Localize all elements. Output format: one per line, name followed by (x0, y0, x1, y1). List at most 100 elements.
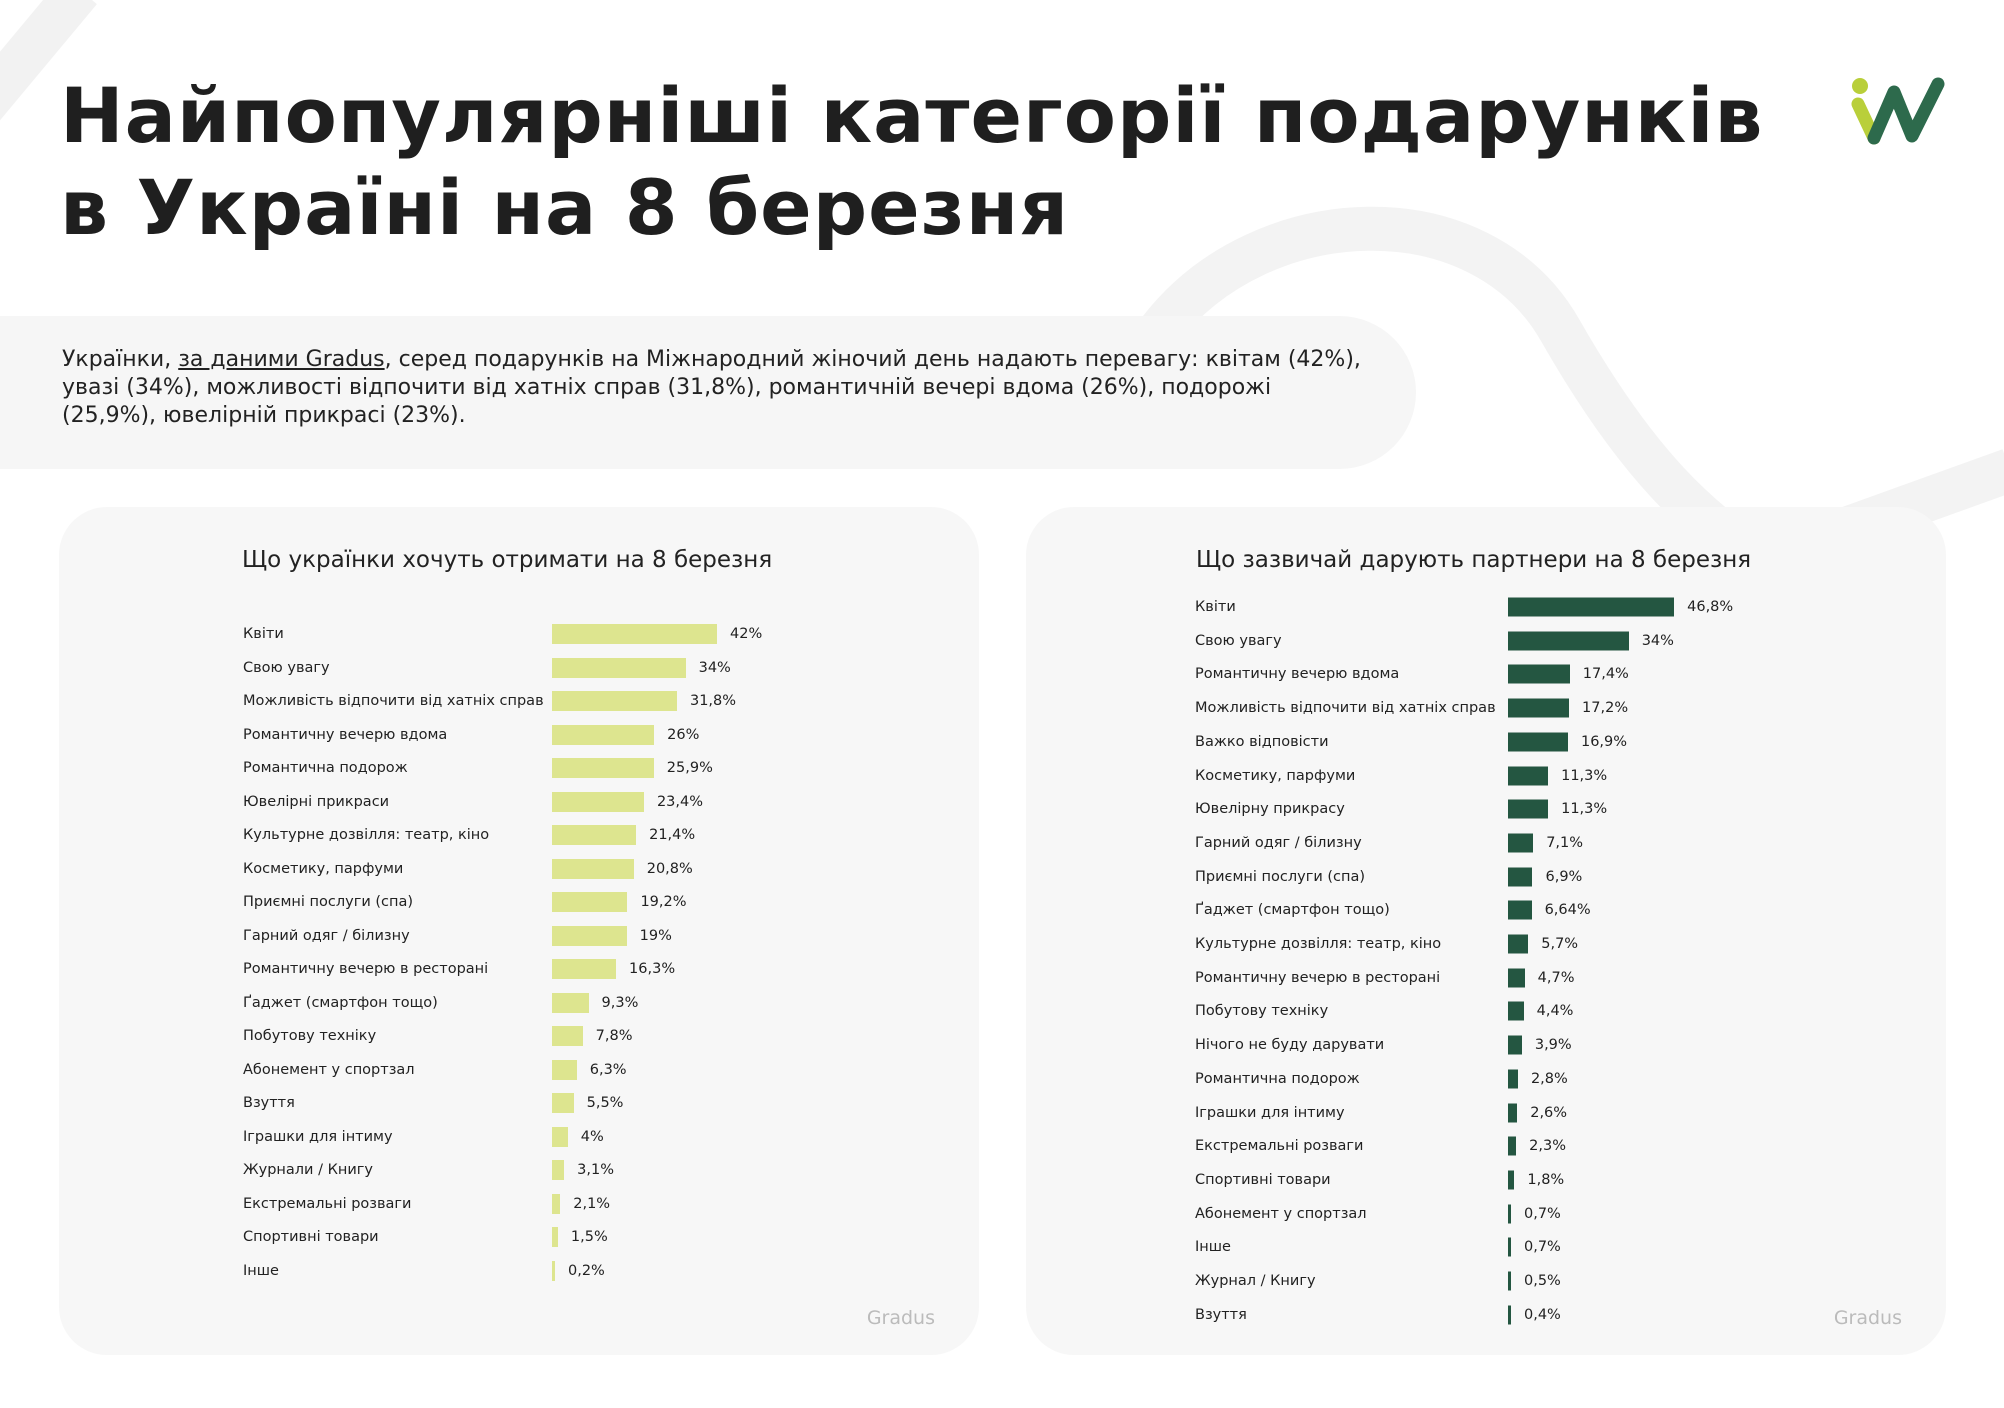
bar-label: Побутову техніку (243, 1028, 377, 1044)
data-label: 4,4% (1536, 1003, 1574, 1020)
bar (1508, 1035, 1522, 1055)
bar (1508, 1204, 1511, 1224)
bar (1508, 732, 1568, 752)
bar-label: Свою увагу (1195, 632, 1282, 649)
bar (552, 724, 655, 745)
data-label: 5,5% (586, 1095, 624, 1111)
bar-label: Журнал / Книгу (1195, 1273, 1316, 1289)
data-label: 0,4% (1524, 1306, 1561, 1323)
bar-label: Взуття (243, 1095, 295, 1111)
bar (1508, 968, 1525, 988)
data-label: 7,1% (1546, 834, 1584, 851)
bar (552, 959, 617, 979)
chart-title: Що зазвичай дарують партнери на 8 березн… (1196, 547, 1752, 573)
bar (552, 1026, 583, 1046)
data-label: 1,8% (1527, 1171, 1565, 1188)
data-label: 34% (698, 659, 731, 676)
bar (1508, 1069, 1518, 1089)
bar-label: Приємні послуги (спа) (1195, 868, 1366, 885)
data-label: 1,5% (570, 1229, 608, 1245)
data-label: 46,8% (1687, 599, 1734, 615)
intro-panel: Українки, за даними Gradus, серед подару… (0, 316, 1416, 469)
bar-label: Культурне дозвілля: театр, кіно (1195, 936, 1442, 952)
data-label: 16,9% (1580, 733, 1628, 750)
bar (1508, 934, 1529, 954)
bar (1508, 1271, 1511, 1291)
bar (1508, 698, 1570, 718)
data-label: 2,6% (1530, 1104, 1568, 1121)
inweb-logo (1851, 77, 1945, 145)
bar-label: Косметику, парфуми (1195, 767, 1356, 784)
gradus-watermark: Gradus (866, 1307, 935, 1329)
data-label: 9,3% (601, 994, 639, 1011)
data-label: 0,7% (1524, 1239, 1561, 1256)
bar (552, 1126, 568, 1147)
bar (552, 925, 627, 946)
gradus-watermark: Gradus (1833, 1307, 1902, 1329)
bar-label: Нічого не буду дарувати (1195, 1037, 1385, 1054)
bar-label: Іграшки для інтиму (1195, 1104, 1345, 1121)
bar-label: Гарний одяг / білизну (1195, 834, 1362, 851)
bar (552, 1193, 561, 1214)
data-label: 0,5% (1524, 1273, 1561, 1289)
bar (1508, 631, 1629, 651)
bar (552, 758, 654, 778)
data-label: 25,9% (666, 760, 713, 776)
bar-label: Екстремальні розваги (243, 1195, 412, 1212)
bar (552, 657, 686, 678)
bar (1508, 597, 1675, 617)
gradus-source-link[interactable]: за даними Gradus (178, 347, 385, 372)
data-label: 0,7% (1524, 1205, 1561, 1222)
data-label: 26% (667, 726, 700, 743)
data-label: 31,8% (689, 693, 737, 709)
bar (552, 1260, 555, 1281)
data-label: 4% (580, 1128, 604, 1145)
bar-label: Іграшки для інтиму (243, 1128, 393, 1145)
data-label: 19% (639, 927, 672, 944)
bar-label: Інше (243, 1262, 279, 1279)
bar (1508, 1237, 1511, 1257)
intro-text: Українки, за даними Gradus, серед подару… (62, 347, 1361, 428)
bar-label: Взуття (1195, 1306, 1247, 1323)
data-label: 3,1% (577, 1162, 615, 1178)
bar-label: Можливість відпочити від хатніх справ (1195, 700, 1496, 717)
bar (1508, 1136, 1517, 1156)
bar-label: Свою увагу (243, 659, 330, 676)
data-label: 34% (1641, 632, 1674, 649)
data-label: 0,2% (568, 1262, 605, 1279)
bar (1508, 867, 1533, 887)
bar (1508, 1103, 1518, 1122)
bar (1508, 833, 1534, 853)
data-label: 6,9% (1545, 868, 1583, 885)
bar (1508, 1305, 1511, 1325)
bar (552, 992, 589, 1013)
bar-label: Ґаджет (смартфон тощо) (1195, 902, 1390, 919)
bar (552, 624, 718, 644)
bar-label: Інше (1195, 1239, 1231, 1256)
bar-label: Ґаджет (смартфон тощо) (243, 994, 438, 1011)
data-label: 6,64% (1544, 902, 1591, 919)
chart-card-women-want: Що українки хочуть отримати на 8 березня… (59, 507, 979, 1355)
bar-label: Екстремальні розваги (1195, 1138, 1364, 1155)
bar-label: Косметику, парфуми (243, 860, 404, 877)
bar-label: Можливість відпочити від хатніх справ (243, 693, 544, 709)
bar-label: Побутову техніку (1195, 1003, 1329, 1020)
data-label: 16,3% (629, 961, 676, 977)
data-label: 20,8% (646, 860, 693, 877)
data-label: 5,7% (1541, 936, 1579, 952)
bar (552, 791, 644, 812)
page-title: Найпопулярніші категорії подарунків в Ук… (60, 71, 1764, 252)
bar (552, 858, 634, 879)
data-label: 17,4% (1582, 666, 1629, 683)
bar-label: Романтичну вечерю вдома (243, 726, 448, 743)
bar (552, 1227, 558, 1247)
data-label: 11,3% (1561, 801, 1608, 818)
bar (552, 1093, 574, 1113)
bar-label: Квіти (243, 626, 284, 642)
bar (1508, 799, 1549, 819)
bar-label: Романтична подорож (1195, 1070, 1360, 1087)
bar-label: Спортивні товари (1195, 1171, 1331, 1188)
bar-label: Романтичну вечерю в ресторані (1195, 969, 1441, 986)
bar-label: Журнали / Книгу (243, 1162, 373, 1178)
bar-label: Важко відповісти (1195, 733, 1329, 750)
